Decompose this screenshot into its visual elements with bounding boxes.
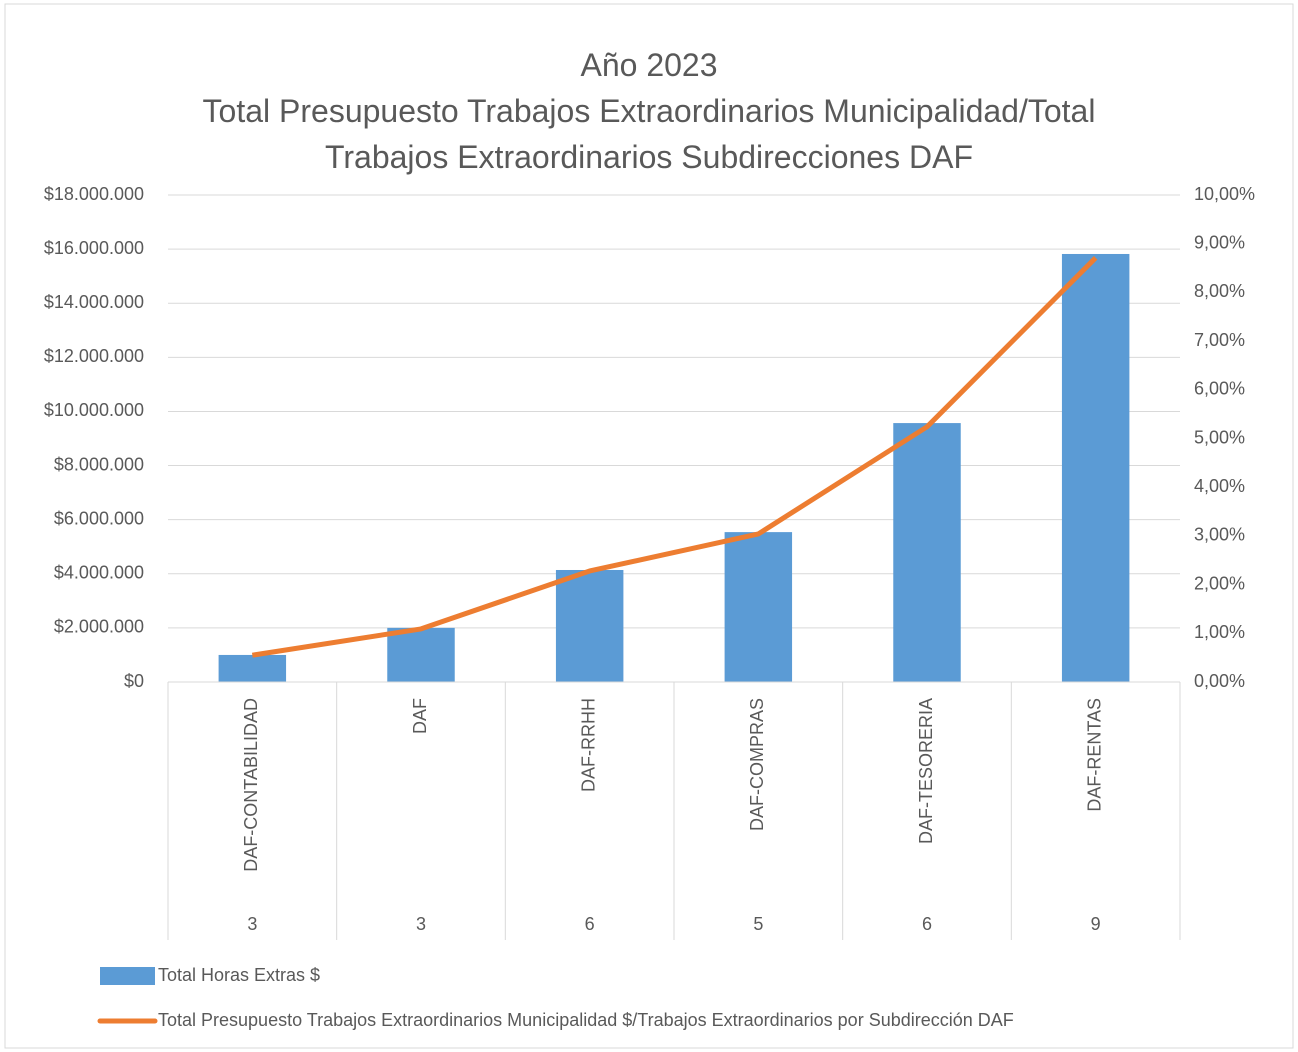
x-group-label: 9 [1091, 914, 1101, 934]
y2-tick-label: 4,00% [1194, 476, 1245, 496]
x-group-label: 3 [416, 914, 426, 934]
x-group-label: 5 [753, 914, 763, 934]
bar [387, 627, 455, 682]
line [251, 256, 1098, 658]
x-group-label: 3 [247, 914, 257, 934]
y-tick-label: $12.000.000 [44, 346, 144, 366]
y-tick-label: $14.000.000 [44, 292, 144, 312]
bar [555, 569, 624, 682]
y-tick-label: $4.000.000 [54, 563, 144, 583]
y-tick-label: $6.000.000 [54, 508, 144, 528]
legend-swatch [100, 967, 155, 985]
y-tick-label: $18.000.000 [44, 184, 144, 204]
bar [1061, 253, 1130, 682]
chart-title: Año 2023 [580, 47, 718, 83]
y2-tick-label: 2,00% [1194, 573, 1245, 593]
bar [218, 654, 287, 682]
x-tick-label: DAF-COMPRAS [747, 698, 767, 831]
y2-tick-label: 3,00% [1194, 525, 1245, 545]
x-group-label: 6 [585, 914, 595, 934]
y-tick-label: $16.000.000 [44, 238, 144, 258]
y-tick-label: $2.000.000 [54, 617, 144, 637]
chart-subtitle: Total Presupuesto Trabajos Extraordinari… [202, 93, 1096, 175]
legend-label: Total Presupuesto Trabajos Extraordinari… [158, 1010, 1014, 1030]
y2-tick-label: 6,00% [1194, 379, 1245, 399]
x-tick-label: DAF [410, 698, 430, 734]
legend-label: Total Horas Extras $ [158, 965, 320, 985]
y2-tick-label: 8,00% [1194, 281, 1245, 301]
chart-border [4, 3, 1294, 1049]
x-tick-label: DAF-RENTAS [1084, 698, 1104, 812]
bar [893, 423, 961, 682]
titles: Año 2023 Total Presupuesto Trabajos Extr… [0, 42, 1298, 180]
x-tick-label: DAF-RRHH [578, 698, 598, 792]
x-group-label: 6 [922, 914, 932, 934]
y2-tick-label: 1,00% [1194, 622, 1245, 642]
y-tick-label: $8.000.000 [54, 454, 144, 474]
y2-tick-label: 9,00% [1194, 232, 1245, 252]
y2-tick-label: 5,00% [1194, 427, 1245, 447]
y-tick-label: $10.000.000 [44, 400, 144, 420]
y2-tick-label: 7,00% [1194, 330, 1245, 350]
bar [724, 532, 793, 682]
y2-tick-label: 0,00% [1194, 671, 1245, 691]
y-tick-label: $0 [124, 671, 144, 691]
y2-tick-label: 10,00% [1194, 184, 1255, 204]
x-tick-label: DAF-TESORERIA [916, 698, 936, 844]
x-tick-label: DAF-CONTABILIDAD [241, 698, 261, 872]
